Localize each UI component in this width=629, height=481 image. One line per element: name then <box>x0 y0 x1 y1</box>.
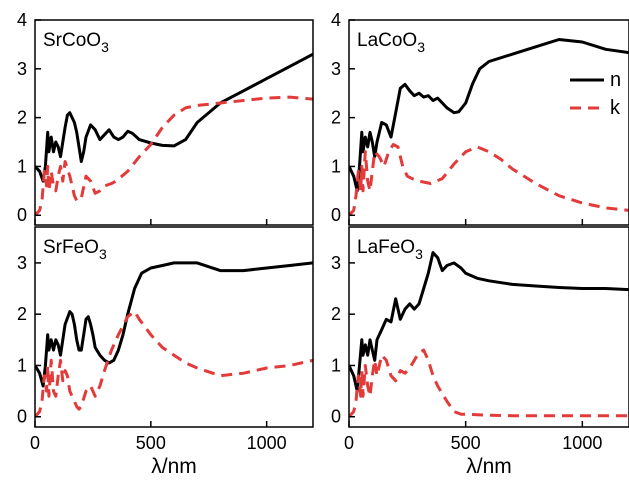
y-tick-label: 3 <box>17 59 27 79</box>
y-tick-label: 0 <box>17 205 27 225</box>
y-tick-label: 3 <box>331 59 341 79</box>
y-tick-label: 4 <box>331 10 341 30</box>
y-tick-label: 4 <box>17 10 27 30</box>
x-axis-label: λ/nm <box>466 455 512 478</box>
series-line-k <box>35 310 313 418</box>
series-line-k <box>349 143 629 217</box>
y-tick-label: 2 <box>331 304 341 324</box>
plot-frame <box>34 19 314 226</box>
panel-title: SrCoO3 <box>43 30 109 55</box>
panel-title-subscript: 3 <box>415 246 423 262</box>
series-line-n <box>349 38 629 193</box>
panel-title-subscript: 3 <box>99 246 107 262</box>
y-tick-label: 3 <box>331 253 341 273</box>
x-tick-label: 1000 <box>247 433 287 453</box>
panel-title: LaFeO3 <box>357 237 423 262</box>
series-line-k <box>35 95 313 217</box>
legend: nk <box>570 69 621 119</box>
panel-title-main: SrFeO <box>43 237 99 258</box>
plot-frame <box>348 226 629 428</box>
series-line-n <box>35 261 313 388</box>
panel-title: SrFeO3 <box>43 237 107 262</box>
y-tick-label: 2 <box>331 108 341 128</box>
series-line-k <box>349 348 629 418</box>
y-tick-label: 0 <box>331 205 341 225</box>
y-tick-label: 1 <box>331 355 341 375</box>
x-tick-label: 500 <box>451 433 481 453</box>
y-tick-label: 2 <box>17 304 27 324</box>
x-tick-label: 0 <box>344 433 354 453</box>
legend-label-n: n <box>610 69 621 91</box>
series-line-n <box>35 52 313 183</box>
x-tick-label: 500 <box>136 433 166 453</box>
y-tick-label: 1 <box>17 355 27 375</box>
y-tick-label: 3 <box>17 253 27 273</box>
y-tick-label: 0 <box>331 407 341 427</box>
panel-title-main: LaFeO <box>357 237 415 258</box>
panel-title: LaCoO3 <box>357 30 425 55</box>
x-axis-label: λ/nm <box>151 455 197 478</box>
panel-title-main: LaCoO <box>357 30 417 51</box>
panel-title-subscript: 3 <box>417 39 425 55</box>
series-line-n <box>349 251 629 393</box>
plot-frame <box>348 19 629 226</box>
x-tick-label: 1000 <box>562 433 602 453</box>
panel-title-subscript: 3 <box>101 39 109 55</box>
legend-label-k: k <box>610 97 621 119</box>
y-tick-label: 0 <box>17 407 27 427</box>
y-tick-label: 2 <box>17 108 27 128</box>
panel-title-main: SrCoO <box>43 30 101 51</box>
x-tick-label: 0 <box>30 433 40 453</box>
plot-frame <box>34 226 314 428</box>
y-tick-label: 1 <box>331 156 341 176</box>
y-tick-label: 1 <box>17 156 27 176</box>
